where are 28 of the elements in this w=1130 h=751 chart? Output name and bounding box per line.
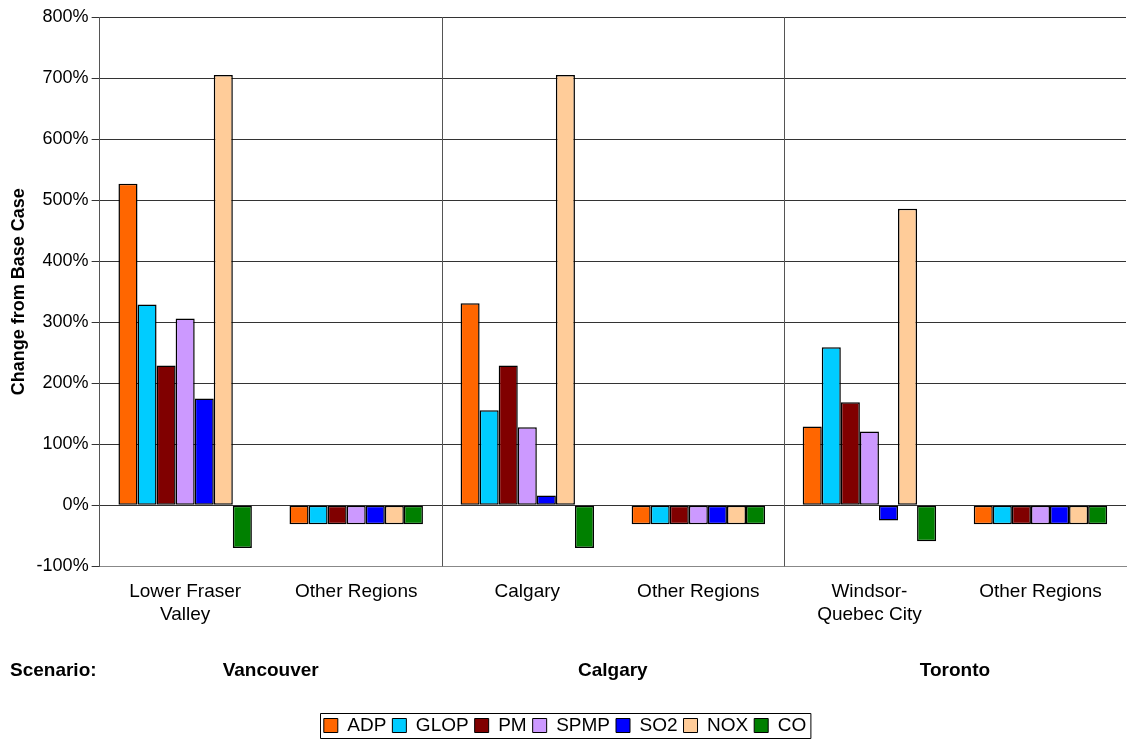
y-tick-label: 0% bbox=[62, 494, 89, 515]
y-axis-title: Change from Base Case bbox=[7, 188, 28, 396]
x-tick-label: Windsor-Quebec City bbox=[817, 580, 923, 624]
text: Toronto bbox=[919, 658, 991, 680]
x-tick-label: Other Regions bbox=[294, 580, 418, 602]
y-tick-label: 100% bbox=[42, 433, 89, 454]
legend-label: ADP bbox=[347, 713, 387, 735]
y-tick-label: -100% bbox=[36, 555, 89, 576]
legend-label: PM bbox=[498, 713, 527, 735]
x-tick-label: Calgary bbox=[494, 580, 561, 602]
legend-label: SO2 bbox=[639, 713, 678, 735]
text: Vancouver bbox=[222, 658, 320, 680]
x-tick-label: Other Regions bbox=[637, 580, 760, 602]
text: Scenario: bbox=[10, 658, 97, 680]
y-tick-label: 700% bbox=[42, 67, 89, 88]
x-tick-label: Other Regions bbox=[979, 580, 1102, 602]
y-tick-label: 800% bbox=[42, 5, 89, 26]
y-tick-label: 400% bbox=[42, 250, 89, 271]
legend-label: GLOP bbox=[415, 713, 469, 735]
x-tick-label: Lower Fraser Valley bbox=[129, 580, 242, 624]
legend-label: CO bbox=[777, 713, 807, 735]
y-tick-label: 300% bbox=[42, 311, 89, 332]
y-tick-label: 200% bbox=[42, 372, 89, 393]
y-tick-label: 600% bbox=[42, 128, 89, 149]
y-tick-label: 500% bbox=[42, 189, 89, 210]
text: Calgary bbox=[577, 658, 649, 680]
legend-label: SPMP bbox=[556, 713, 611, 735]
legend-label: NOX bbox=[707, 713, 749, 735]
